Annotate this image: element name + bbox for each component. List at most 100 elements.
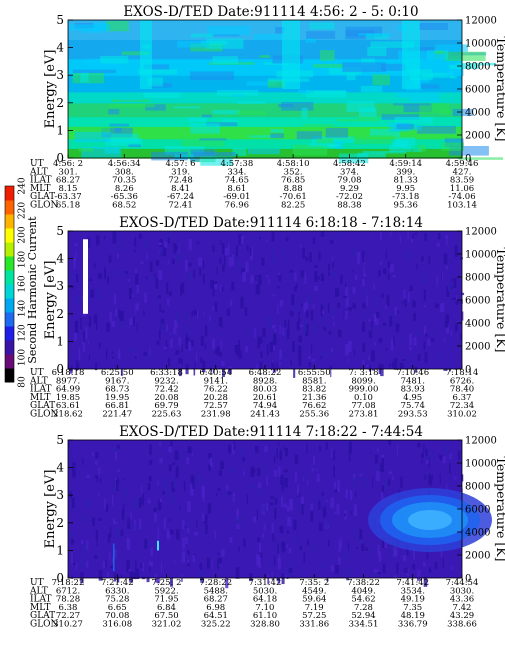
spectrogram-cell	[316, 276, 320, 280]
spectrogram-cell	[243, 471, 245, 476]
table-cell: 68.73	[105, 385, 129, 395]
spectrogram-cell	[384, 480, 387, 492]
spectrogram-cell	[188, 117, 208, 123]
spectrogram-cell	[457, 451, 461, 460]
spectrogram-cell	[178, 358, 182, 364]
spectrogram-cell	[173, 242, 177, 254]
spectrogram-cell	[247, 324, 250, 335]
spectrogram-cell	[143, 64, 170, 70]
spectrogram-cell	[306, 324, 309, 328]
spectrogram-cell	[368, 319, 372, 322]
table-cell: 52.94	[351, 611, 375, 621]
spectrogram-cell	[445, 314, 449, 324]
spectrogram-cell	[302, 504, 306, 510]
spectrogram-cell	[144, 292, 147, 304]
spectrogram-cell	[86, 475, 91, 478]
spectrogram-cell	[223, 255, 226, 266]
table-cell: 231.98	[201, 410, 231, 420]
spectrogram-cell	[170, 441, 173, 447]
spectrogram-cell	[191, 310, 194, 317]
table-cell: 77.08	[351, 401, 375, 411]
spectrogram-cell	[388, 440, 392, 446]
spectrogram-cell	[309, 252, 312, 263]
spectrogram-cell	[417, 354, 421, 361]
table-cell: 68.52	[112, 201, 136, 211]
spectrogram-cell	[381, 63, 406, 71]
spectrogram-cell	[439, 473, 441, 483]
spectrogram-cell	[107, 533, 111, 543]
colorbar-tick-label: 80	[18, 376, 28, 388]
spectrogram-plot	[68, 440, 492, 589]
spectrogram-cell	[353, 349, 356, 356]
spectrogram-cell	[374, 315, 379, 325]
spectrogram-cell	[423, 443, 425, 453]
spectrogram-cell	[186, 563, 190, 567]
spectrogram-cell	[135, 498, 139, 508]
colorbar-swatch	[5, 368, 14, 383]
spectrogram-cell	[271, 231, 275, 242]
spectrogram-cell	[204, 342, 207, 350]
spectrogram-cell	[318, 500, 321, 510]
spectrogram-cell	[148, 497, 150, 505]
colorbar-swatch	[5, 256, 14, 271]
spectrogram-cell	[460, 333, 462, 341]
spectrogram-cell	[254, 445, 259, 453]
spectrogram-cell	[268, 278, 270, 285]
spectrogram-cell	[453, 475, 455, 480]
spectrogram-cell	[112, 494, 114, 506]
spectrogram-cell	[74, 243, 78, 247]
spectrogram-cell	[80, 571, 84, 584]
spectrogram-cell	[442, 558, 445, 569]
spectrogram-cell	[371, 350, 375, 362]
spectrogram-cell	[356, 251, 361, 264]
spectrogram-cell	[173, 328, 177, 335]
spectrogram-cell	[95, 288, 99, 300]
spectrogram-cell	[281, 482, 284, 492]
spectrogram-cell	[188, 238, 192, 251]
spectrogram-cell	[307, 356, 311, 360]
spectrogram-cell	[434, 50, 445, 55]
table-cell: 80.03	[253, 385, 277, 395]
spectrogram-cell	[441, 142, 464, 151]
spectrogram-cell	[388, 471, 393, 475]
spectrogram-cell	[242, 271, 246, 283]
spectrogram-cell	[158, 251, 161, 256]
spectrogram-cell	[404, 567, 408, 574]
spectrogram-cell	[143, 92, 181, 99]
spectrogram-cell	[443, 368, 448, 371]
spectrogram-cell	[147, 77, 163, 87]
y-right-axis-label: Temperature [K]	[494, 457, 505, 562]
table-cell: 225.63	[152, 410, 182, 420]
spectrogram-cell	[248, 148, 280, 155]
y-right-tick-label: 0	[465, 574, 471, 585]
table-cell: 6:48:22	[249, 368, 282, 378]
table-cell: 255.36	[299, 410, 329, 420]
spectrogram-cell	[234, 344, 239, 353]
spectrogram-cell	[337, 302, 340, 309]
spectrogram-cell	[259, 237, 262, 240]
spectrogram-cell	[249, 247, 252, 256]
table-cell: 7.42	[453, 603, 472, 613]
spectrogram-cell	[245, 261, 249, 273]
spectrogram-cell	[144, 539, 148, 550]
spectrogram-cell	[116, 444, 120, 449]
spectrogram-cell	[235, 567, 240, 579]
table-row-header: ILAT	[30, 176, 52, 186]
spectrogram-cell	[126, 560, 130, 573]
spectrogram-cell	[83, 342, 86, 353]
table-cell: 70.35	[112, 176, 136, 186]
spectrogram-cell	[419, 103, 450, 114]
spectrogram-cell	[429, 453, 433, 460]
spectrogram-cell	[219, 441, 221, 446]
spectrogram-cell	[117, 252, 119, 259]
spectrogram-cell	[322, 506, 324, 514]
spectrogram-cell	[286, 328, 290, 340]
spectrogram-cell	[301, 107, 308, 118]
spectrogram-cell	[196, 241, 200, 244]
spectrogram-cell	[384, 539, 388, 549]
spectrogram-cell	[447, 283, 451, 292]
spectrogram-cell	[280, 496, 284, 508]
spectrogram-cell	[214, 302, 218, 312]
spectrogram-cell	[279, 325, 281, 334]
table-cell: -65.36	[111, 192, 138, 202]
